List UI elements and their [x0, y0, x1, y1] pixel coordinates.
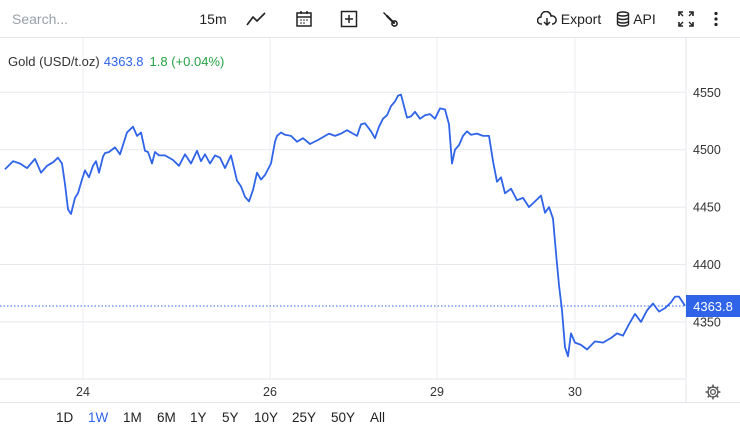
instrument-header: Gold (USD/t.oz) 4363.8 1.8 (+0.04%) — [8, 54, 224, 69]
range-button-25y[interactable]: 25Y — [292, 410, 317, 425]
range-button-6m[interactable]: 6M — [157, 410, 176, 425]
chart-toolbar: 15m Export API — [0, 0, 740, 38]
fullscreen-icon — [678, 11, 694, 27]
interval-label: 15m — [199, 11, 227, 27]
range-selector: 1D 1W 1M 6M 1Y 5Y 10Y 25Y 50Y All — [0, 402, 740, 431]
last-price-tag: 4363.8 — [686, 295, 740, 318]
api-button[interactable]: API — [614, 0, 658, 38]
more-options-button[interactable] — [706, 0, 726, 38]
wrench-icon — [383, 12, 398, 27]
range-button-1m[interactable]: 1M — [123, 410, 142, 425]
x-tick-label: 30 — [568, 385, 582, 399]
chart-settings-button[interactable] — [703, 382, 723, 402]
interval-selector[interactable]: 15m — [196, 0, 230, 38]
y-tick-label: 4500 — [693, 143, 721, 157]
chart-type-button[interactable] — [244, 0, 268, 38]
x-tick-label: 29 — [430, 385, 444, 399]
api-label: API — [633, 11, 656, 27]
range-button-all[interactable]: All — [370, 410, 386, 425]
range-button-1y[interactable]: 1Y — [190, 410, 207, 425]
search-input[interactable] — [6, 6, 176, 32]
current-price: 4363.8 — [103, 54, 144, 69]
plus-square-icon — [340, 10, 358, 28]
tools-button[interactable] — [378, 0, 402, 38]
export-label: Export — [560, 11, 602, 27]
price-chart[interactable]: 4350 4400 4450 4500 4550 24 26 29 30 — [0, 38, 740, 402]
range-button-5y[interactable]: 5Y — [222, 410, 239, 425]
range-button-10y[interactable]: 10Y — [254, 410, 279, 425]
more-vertical-icon — [714, 11, 718, 27]
price-series-line[interactable] — [4, 93, 686, 358]
range-button-1d[interactable]: 1D — [56, 410, 74, 425]
y-tick-label: 4550 — [693, 86, 721, 100]
range-button-50y[interactable]: 50Y — [331, 410, 356, 425]
line-chart-icon — [246, 12, 266, 26]
y-tick-label: 4350 — [693, 315, 721, 329]
calendar-button[interactable] — [292, 0, 316, 38]
price-change: 1.8 (+0.04%) — [149, 54, 225, 69]
gear-icon — [705, 384, 721, 400]
cloud-download-icon — [536, 11, 557, 27]
add-indicator-button[interactable] — [337, 0, 361, 38]
y-tick-label: 4400 — [693, 258, 721, 272]
fullscreen-button[interactable] — [675, 0, 697, 38]
export-button[interactable]: Export — [536, 0, 602, 38]
y-tick-label: 4450 — [693, 201, 721, 215]
calendar-icon — [296, 11, 312, 27]
instrument-title: Gold (USD/t.oz) — [8, 54, 100, 69]
x-tick-label: 26 — [263, 385, 277, 399]
x-tick-label: 24 — [76, 385, 90, 399]
range-button-1w[interactable]: 1W — [88, 410, 109, 425]
database-icon — [617, 11, 630, 27]
